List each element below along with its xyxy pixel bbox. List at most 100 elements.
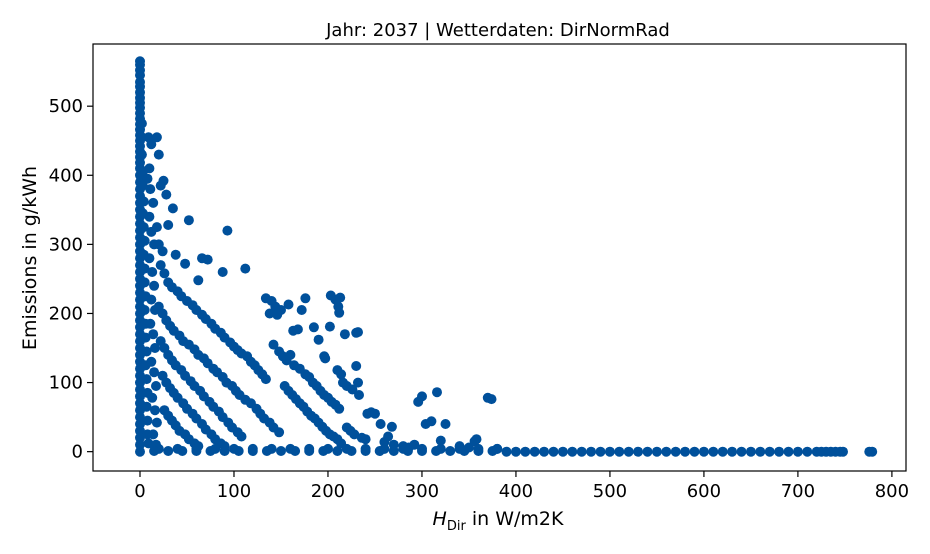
data-point (318, 446, 329, 456)
data-point (370, 408, 380, 419)
data-point (149, 367, 160, 378)
data-point (764, 446, 775, 457)
data-point (586, 446, 597, 457)
x-axis-subscript: Dir (447, 519, 467, 534)
data-point (539, 446, 550, 457)
data-point (183, 215, 194, 226)
data-point (138, 222, 149, 233)
data-point (144, 253, 155, 264)
x-tick-label: 800 (875, 481, 909, 502)
data-point (501, 446, 512, 457)
data-point (353, 327, 363, 338)
data-point (313, 334, 324, 345)
data-point (272, 309, 283, 320)
data-point (308, 322, 319, 333)
data-point (136, 118, 147, 129)
data-point (633, 446, 644, 457)
data-point (670, 446, 681, 457)
y-tick-label: 400 (49, 165, 83, 186)
data-point (139, 277, 150, 288)
data-point (783, 446, 794, 457)
data-point (219, 446, 230, 456)
y-tick-label: 500 (49, 96, 83, 117)
data-point (290, 446, 301, 456)
data-point (386, 421, 397, 432)
data-point (157, 246, 168, 257)
x-tick-label: 400 (499, 481, 533, 502)
data-point (151, 132, 162, 143)
data-point (334, 307, 345, 318)
data-point (487, 446, 498, 456)
data-point (268, 339, 279, 350)
x-axis-suffix: in W/m2K (466, 508, 564, 530)
data-point (151, 381, 161, 391)
data-point (459, 446, 470, 456)
data-points (135, 56, 878, 457)
data-point (261, 446, 272, 456)
data-point (150, 343, 160, 353)
data-point (417, 446, 427, 456)
data-point (320, 353, 331, 364)
data-point (260, 374, 271, 385)
data-point (435, 435, 446, 446)
data-point (146, 294, 157, 305)
data-point (276, 446, 286, 456)
data-point (144, 211, 155, 222)
chart-title: Jahr: 2037 | Wetterdaten: DirNormRad (325, 20, 670, 41)
data-point (417, 391, 427, 402)
x-tick-label: 100 (217, 481, 251, 502)
data-point (708, 446, 719, 457)
data-point (336, 369, 347, 380)
x-axis-ticks: 0 100 200 300 400 500 600 700 800 (134, 471, 909, 502)
data-point (148, 429, 159, 440)
data-point (180, 258, 191, 269)
data-point (142, 173, 153, 184)
data-point (135, 70, 145, 81)
data-point (146, 139, 157, 150)
data-point (135, 412, 145, 423)
data-point (296, 305, 307, 315)
data-point (623, 446, 634, 457)
y-tick-label: 300 (49, 234, 83, 255)
data-point (471, 434, 482, 445)
data-point (440, 419, 451, 429)
data-point (139, 235, 150, 246)
data-point (727, 446, 738, 457)
data-point (529, 446, 540, 457)
data-point (755, 446, 766, 457)
data-point (153, 149, 164, 160)
data-point (473, 446, 484, 456)
data-point (388, 446, 399, 456)
data-point (141, 374, 152, 385)
data-point (138, 196, 149, 207)
data-point (300, 293, 311, 304)
data-point (202, 254, 213, 265)
data-point (383, 431, 394, 442)
data-point (867, 446, 878, 457)
data-point (222, 225, 233, 236)
data-point (150, 405, 160, 416)
data-point (354, 390, 364, 400)
data-point (349, 429, 360, 440)
data-point (402, 446, 413, 456)
data-point (651, 446, 662, 457)
data-point (717, 446, 728, 457)
y-tick-label: 100 (49, 373, 83, 394)
data-point (177, 446, 188, 456)
data-point (698, 446, 709, 457)
data-point (161, 189, 172, 200)
data-point (139, 305, 150, 315)
data-point (247, 446, 258, 456)
x-tick-label: 0 (134, 481, 145, 502)
data-point (217, 267, 228, 277)
data-point (233, 446, 244, 456)
x-tick-label: 300 (405, 481, 439, 502)
data-point (136, 149, 147, 160)
data-point (158, 175, 169, 186)
data-point (141, 401, 152, 412)
data-point (141, 346, 152, 357)
y-tick-label: 0 (72, 442, 83, 463)
data-point (147, 392, 158, 403)
x-axis-symbol: H (433, 508, 447, 530)
data-point (264, 308, 275, 319)
